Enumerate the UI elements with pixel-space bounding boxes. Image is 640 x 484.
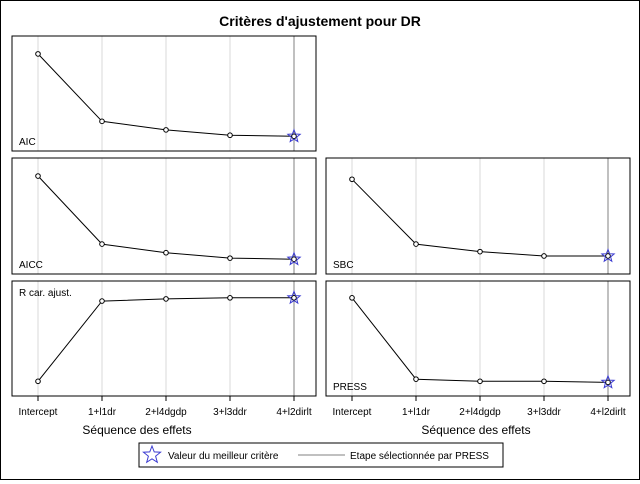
panel-r-car-ajust-: R car. ajust. Intercept 1+l1dr 2+l4dgdp 3+l3… <box>11 280 317 418</box>
panel-frame <box>325 280 631 397</box>
panel-press: PRESS Intercept 1+l1dr 2+l4dgdp 3+l3ddr 4+l2d… <box>325 280 631 418</box>
best-value-star <box>600 248 616 263</box>
x-tick-label: 3+l3ddr <box>527 407 561 418</box>
panels: AIC AICC SBC R car. ajust. Intercept 1+l1dr 2+… <box>11 35 631 418</box>
legend-best-label: Valeur du meilleur critère <box>168 451 279 462</box>
data-point <box>413 376 419 382</box>
data-point <box>99 241 105 247</box>
criterion-label: PRESS <box>333 382 367 393</box>
criterion-label: R car. ajust. <box>19 288 72 299</box>
data-point <box>291 295 297 301</box>
criterion-label: AICC <box>19 260 43 271</box>
panel-frame <box>11 35 317 152</box>
data-point <box>605 253 611 259</box>
legend-star-icon <box>142 444 162 464</box>
data-point <box>349 176 355 183</box>
data-point <box>227 132 233 139</box>
x-tick-label: 4+l2dirlt <box>590 407 626 418</box>
data-point <box>477 378 483 385</box>
data-point <box>541 253 547 259</box>
x-axis-title-right: Séquence des effets <box>421 423 530 437</box>
data-point <box>227 295 233 301</box>
x-tick-label: 1+l1dr <box>402 407 431 418</box>
data-point <box>99 298 105 304</box>
best-value-star <box>600 374 616 389</box>
panel-sbc: SBC <box>325 157 631 275</box>
panel-frame <box>11 157 317 275</box>
x-tick-label: 4+l2dirlt <box>276 407 312 418</box>
data-point <box>413 241 419 247</box>
panel-frame <box>325 157 631 275</box>
x-axis-title-left: Séquence des effets <box>82 423 191 437</box>
data-point <box>163 127 169 133</box>
panel-frame <box>11 280 317 397</box>
legend-step-label: Etape sélectionnée par PRESS <box>350 451 489 462</box>
criterion-label: SBC <box>333 260 354 271</box>
data-point <box>163 296 169 302</box>
legend: Valeur du meilleur critère Etape sélecti… <box>138 442 504 468</box>
best-value-star <box>286 251 302 266</box>
panel-aic: AIC <box>11 35 317 152</box>
data-point <box>99 118 105 125</box>
data-point <box>35 173 41 179</box>
data-point <box>349 295 355 301</box>
x-tick-label: Intercept <box>333 407 372 418</box>
chart-title: Critères d'ajustement pour DR <box>219 13 421 29</box>
data-point <box>291 256 297 263</box>
best-value-star <box>286 128 302 143</box>
data-point <box>477 248 483 255</box>
x-tick-label: Intercept <box>19 407 58 418</box>
criterion-label: AIC <box>19 137 36 148</box>
data-point <box>291 133 297 140</box>
x-tick-label: 1+l1dr <box>88 407 117 418</box>
best-value-star <box>286 289 302 305</box>
data-point <box>35 51 41 57</box>
panel-aicc: AICC <box>11 157 317 275</box>
data-point <box>605 379 611 386</box>
data-point <box>541 378 547 385</box>
data-point <box>35 378 41 385</box>
data-point <box>227 255 233 261</box>
data-point <box>163 249 169 256</box>
x-tick-label: 3+l3ddr <box>213 407 247 418</box>
x-tick-label: 2+l4dgdp <box>145 407 187 418</box>
x-tick-label: 2+l4dgdp <box>459 407 501 418</box>
